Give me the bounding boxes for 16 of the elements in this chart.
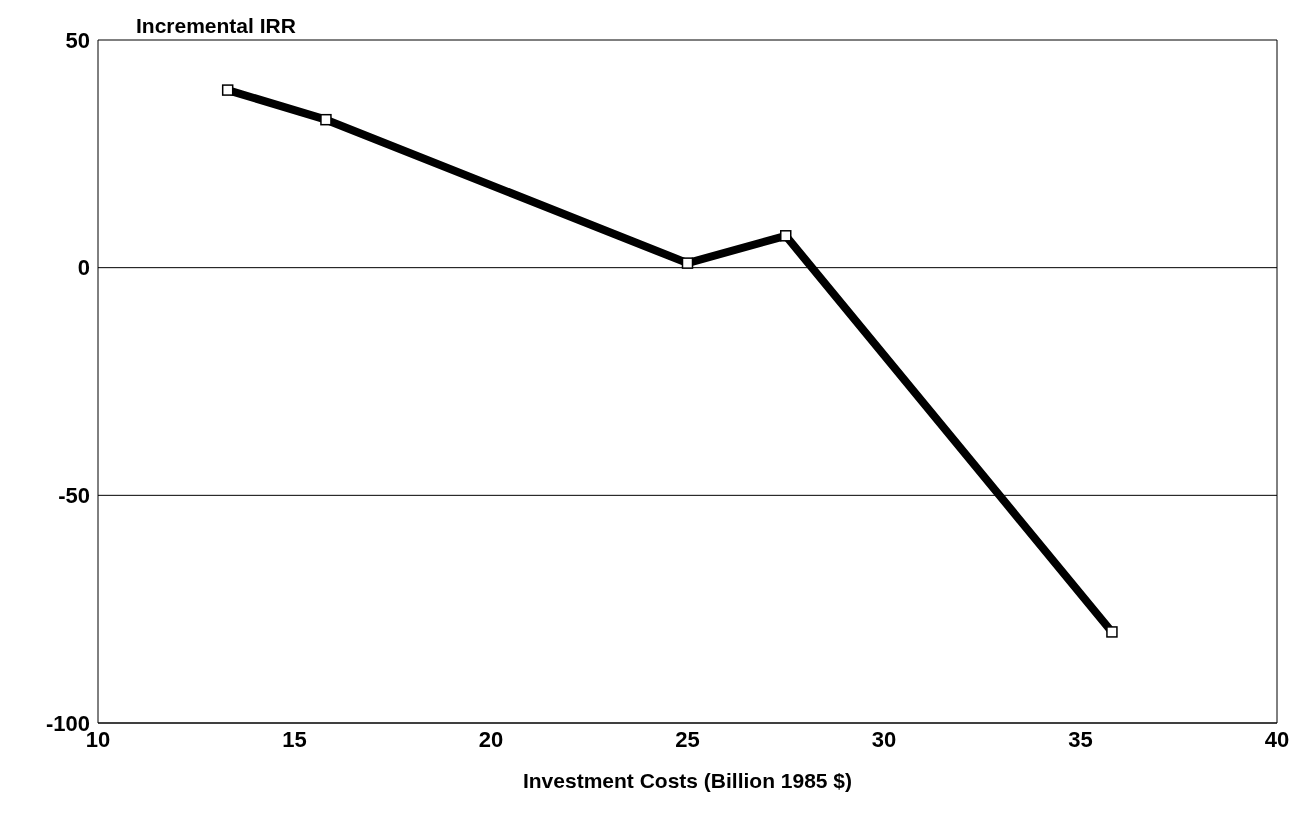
y-axis-title: Incremental IRR [136,14,296,38]
y-tick-label: 0 [77,255,90,281]
x-axis-title: Investment Costs (Billion 1985 $) [522,769,853,792]
point [320,113,332,126]
x-tick-label: 15 [282,726,307,752]
y-tick-label: 50 [65,27,90,53]
x-tick-label: 25 [675,726,700,752]
point [221,84,234,96]
x-tick-label: 40 [1264,726,1290,752]
point [681,257,694,269]
x-tick-label: 35 [1068,726,1093,752]
point [1106,626,1118,638]
y-tick-label: -50 [58,483,90,509]
x-tick-label: 20 [478,726,504,752]
x-tick-label: 30 [871,726,897,752]
point [780,230,792,242]
